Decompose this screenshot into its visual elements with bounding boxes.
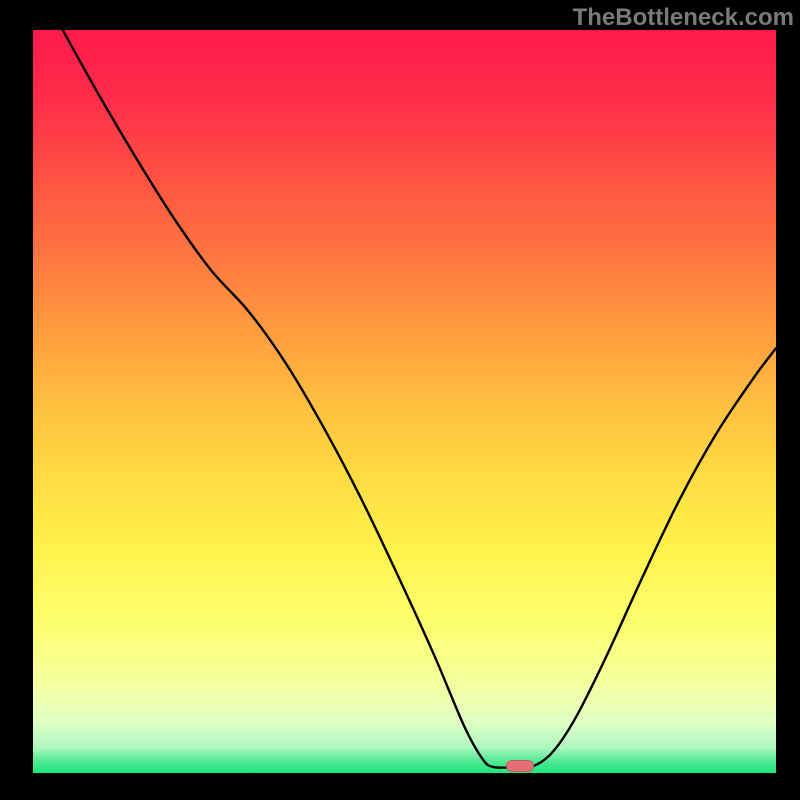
chart-container: TheBottleneck.com — [0, 0, 800, 800]
optimal-marker — [506, 760, 534, 772]
curve-path — [63, 30, 776, 768]
watermark-text: TheBottleneck.com — [573, 4, 794, 32]
plot-area — [33, 30, 776, 770]
bottleneck-curve — [33, 30, 776, 770]
